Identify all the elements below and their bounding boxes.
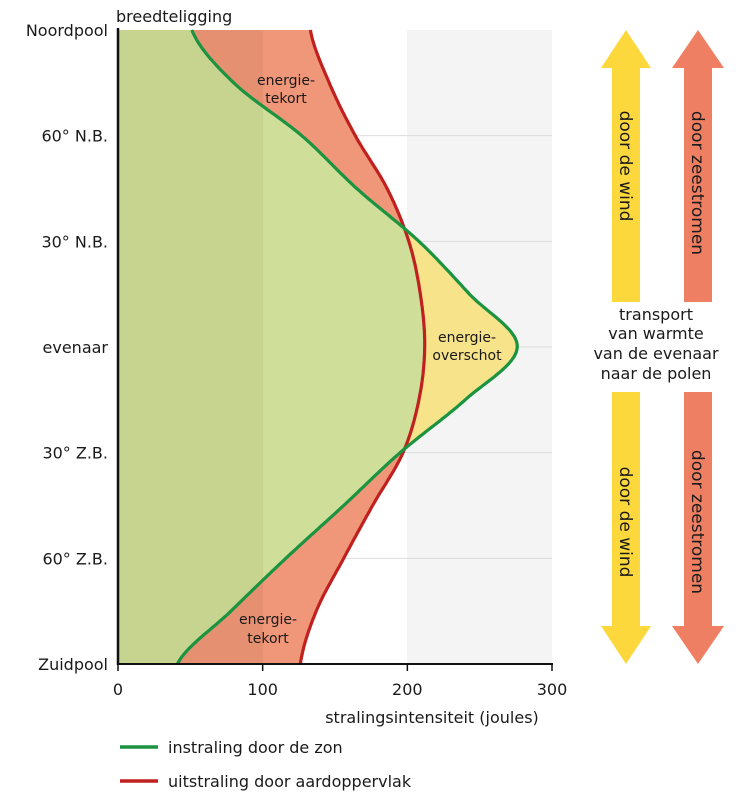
legend-item-uitstraling: uitstraling door aardoppervlak [120,772,412,791]
annotation-tekort-south-2: tekort [247,631,289,647]
annotation-tekort-north-2: tekort [265,91,307,107]
sea-arrow-up: door zeestromen [672,30,724,302]
y-tick-label: Noordpool [26,21,108,40]
y-tick-label: Zuidpool [38,655,108,674]
y-tick-label: 60° Z.B. [42,549,108,568]
legend-label: instraling door de zon [168,738,343,757]
x-axis-label: stralingsintensiteit (joules) [325,708,539,727]
x-tick-label: 0 [113,680,123,699]
annotation-tekort-south-1: energie- [239,612,297,628]
wind-arrow-up: door de wind [601,30,651,302]
legend: instraling door de zon uitstraling door … [120,738,412,791]
transport-text: transport van warmte van de evenaar naar… [593,305,718,383]
series-line-uitstraling [298,29,427,665]
transport-line-3: van de evenaar [593,344,718,363]
transport-line-1: transport [619,305,693,324]
y-tick-label: evenaar [43,338,109,357]
band-0-100 [118,30,263,664]
x-tick-label: 200 [392,680,423,699]
sea-down-label: door zeestromen [687,450,707,594]
legend-label: uitstraling door aardoppervlak [168,772,412,791]
area-fills [118,30,518,664]
transport-line-4: naar de polen [601,364,712,383]
annotation-tekort-north-1: energie- [257,73,315,89]
x-ticks: 0 100 200 300 [113,664,567,699]
y-tick-label: 30° N.B. [41,232,108,251]
x-tick-label: 300 [537,680,568,699]
annotations: energie- tekort energie- overschot energ… [239,73,502,647]
sea-arrow-down: door zeestromen [672,392,724,664]
y-ticks: Noordpool 60° N.B. 30° N.B. evenaar 30° Z.B.… [26,21,109,674]
absorbed-area [118,30,425,664]
sea-up-label: door zeestromen [687,111,707,255]
legend-item-instraling: instraling door de zon [120,738,343,757]
annotation-overschot-2: overschot [432,348,502,364]
transport-line-2: van warmte [608,324,703,343]
wind-down-label: door de wind [615,467,635,578]
series-line-instraling [175,29,519,665]
wind-up-label: door de wind [615,111,635,222]
annotation-overschot-1: energie- [438,330,496,346]
y-axis-label: breedteligging [116,7,232,26]
y-tick-label: 30° Z.B. [42,444,108,463]
x-tick-label: 100 [247,680,278,699]
series-lines [175,29,519,665]
y-tick-label: 60° N.B. [41,127,108,146]
wind-arrow-down: door de wind [601,392,651,664]
